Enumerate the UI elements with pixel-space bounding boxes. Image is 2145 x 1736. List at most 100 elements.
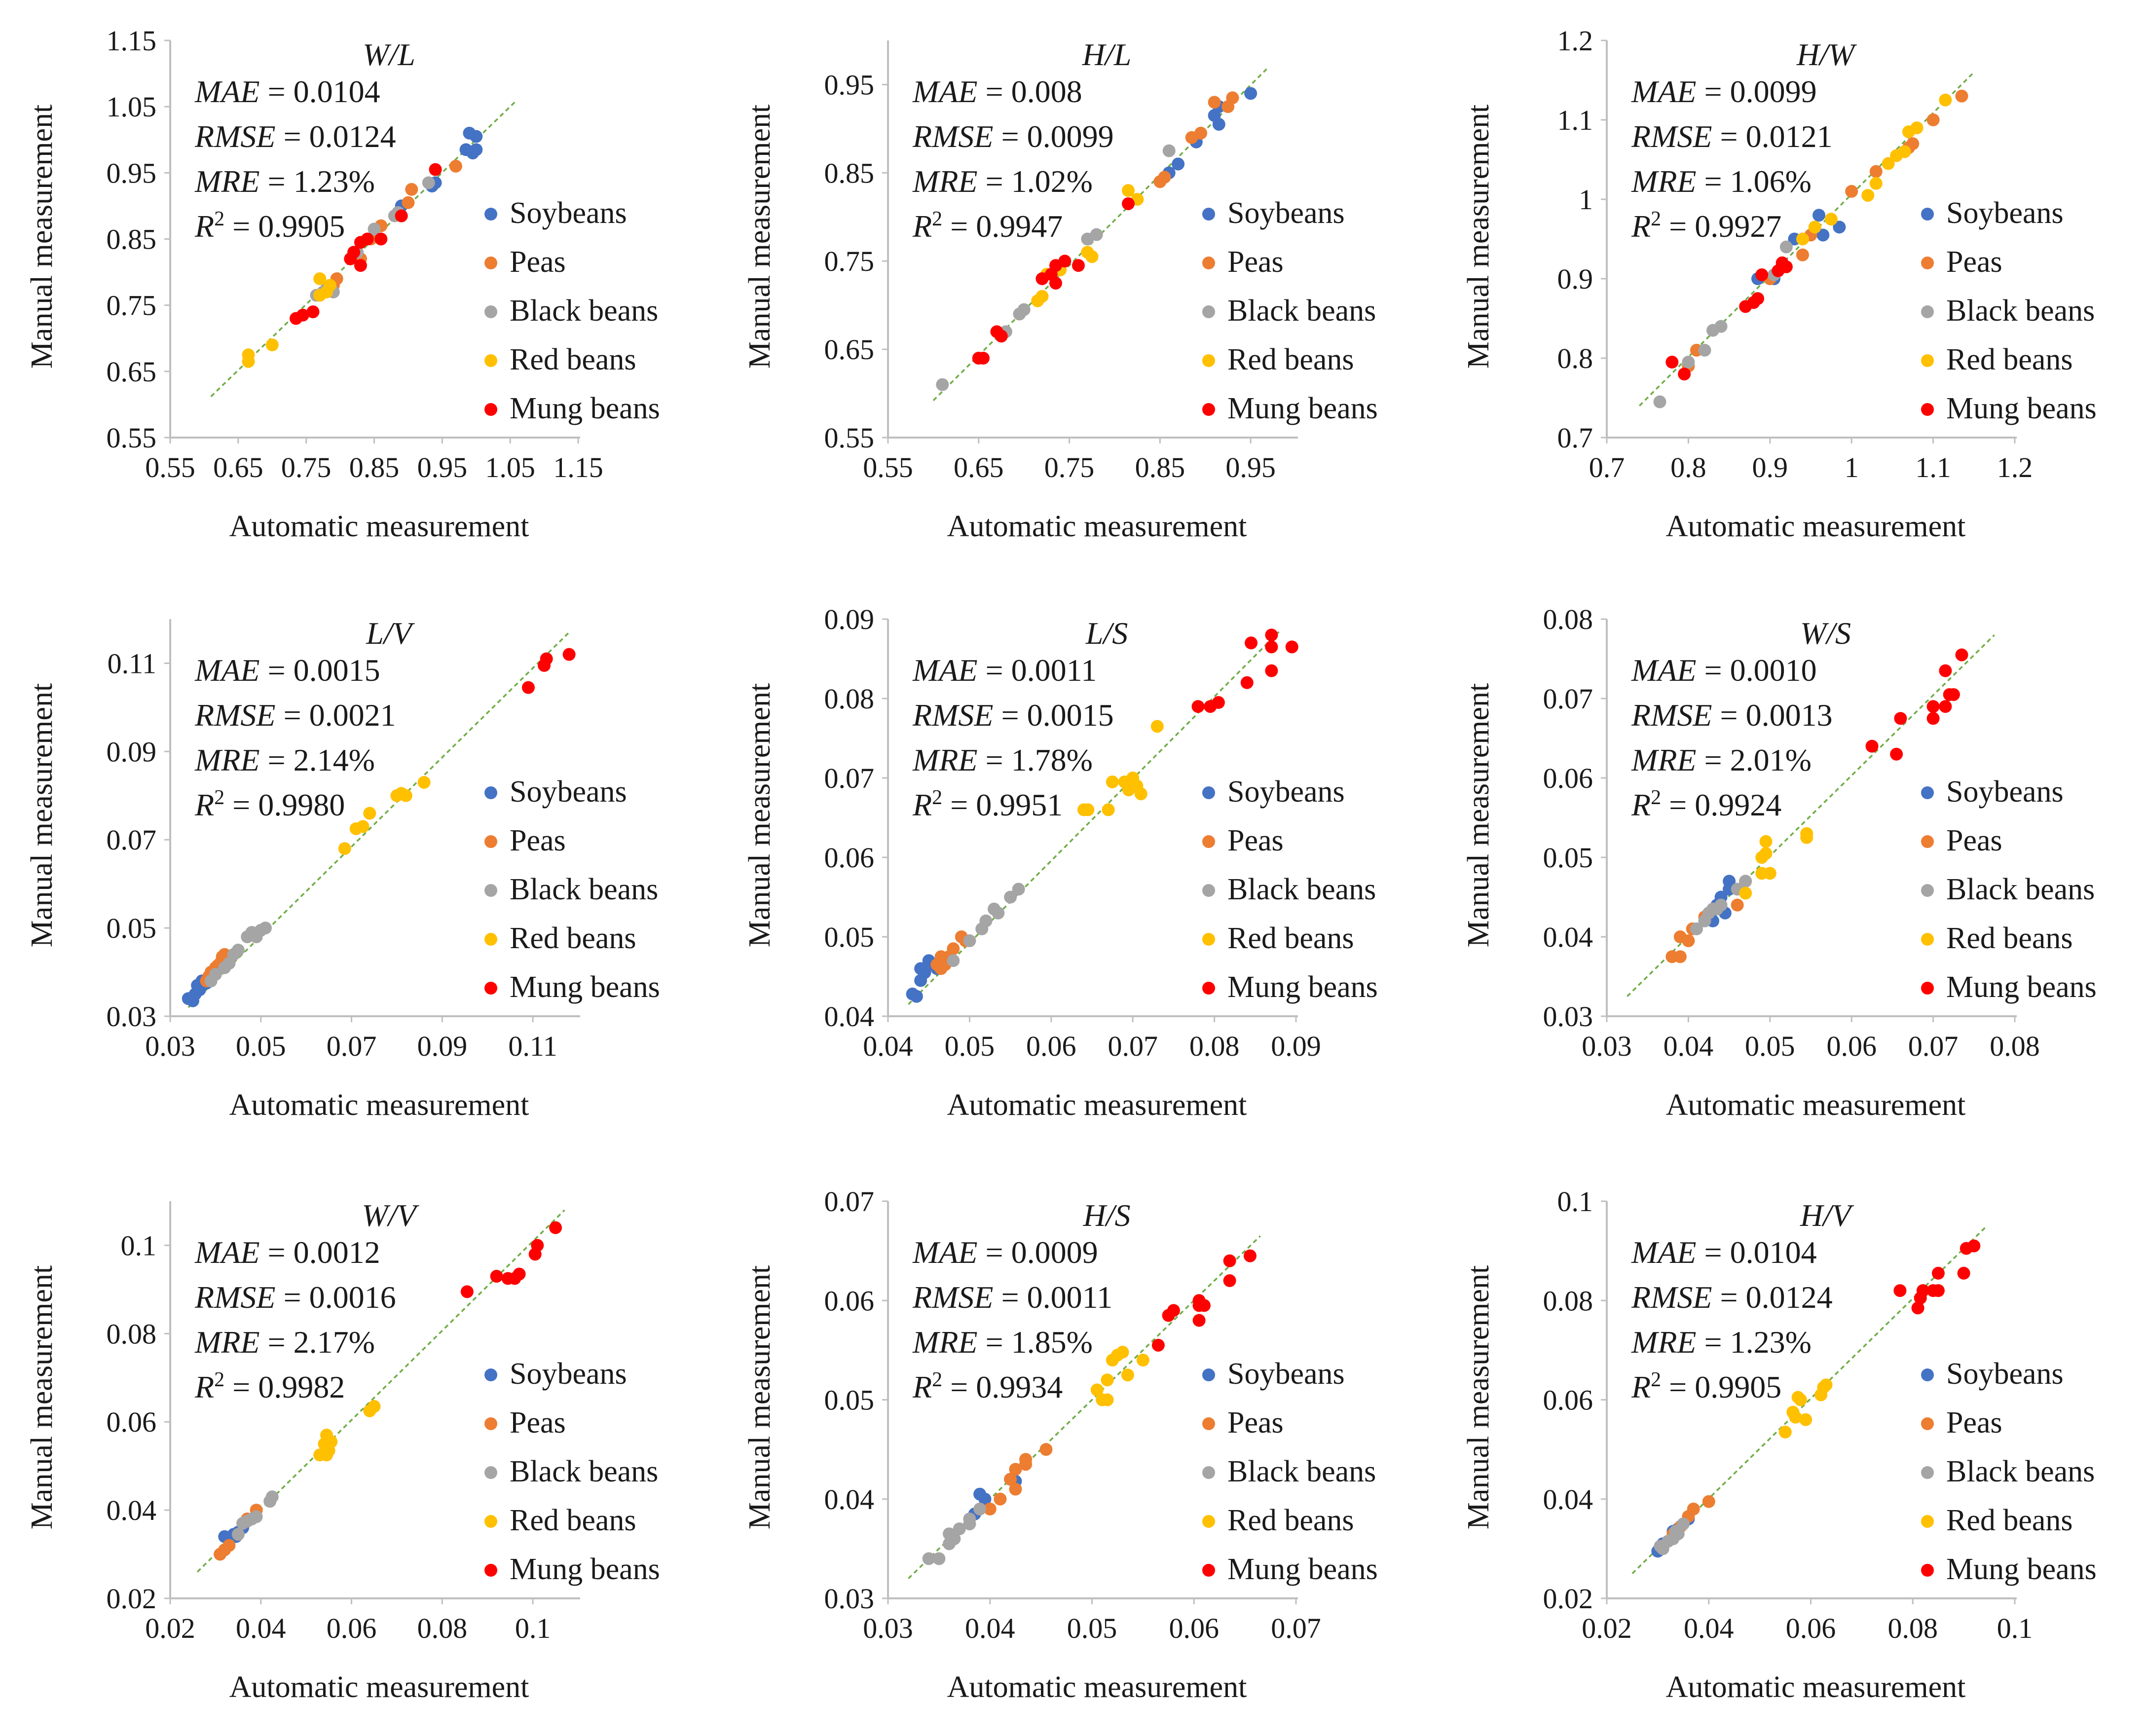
data-point bbox=[1845, 185, 1858, 198]
data-point bbox=[242, 355, 255, 368]
data-point bbox=[562, 648, 576, 661]
data-point bbox=[231, 1528, 245, 1541]
stat-r2: R2 = 0.9982 bbox=[194, 1368, 345, 1404]
legend-label: Black beans bbox=[1946, 1455, 2095, 1488]
data-point bbox=[922, 1552, 935, 1565]
data-point bbox=[1926, 1284, 1940, 1297]
data-point bbox=[313, 272, 327, 285]
chart-title: W/S bbox=[1800, 616, 1851, 651]
data-point bbox=[994, 1492, 1007, 1506]
legend-marker bbox=[484, 835, 497, 848]
data-point bbox=[354, 259, 367, 272]
x-tick-label: 1.1 bbox=[1915, 451, 1951, 483]
legend-label: Soybeans bbox=[1946, 1357, 2064, 1391]
stat-mae: MAE = 0.0104 bbox=[1631, 1235, 1817, 1270]
legend-label: Black beans bbox=[1227, 294, 1376, 328]
y-tick-label: 0.07 bbox=[824, 1185, 875, 1218]
data-point bbox=[1796, 248, 1809, 261]
data-point bbox=[1706, 324, 1720, 337]
y-axis-title: Manual measurement bbox=[1462, 683, 1495, 947]
y-tick-label: 0.06 bbox=[1543, 1384, 1593, 1416]
y-tick-label: 0.08 bbox=[824, 683, 875, 715]
data-point bbox=[1208, 96, 1221, 109]
legend-label: Mung beans bbox=[1946, 392, 2097, 425]
data-point bbox=[1004, 890, 1017, 904]
data-point bbox=[1039, 1443, 1053, 1456]
data-point bbox=[222, 1539, 236, 1552]
data-point bbox=[1682, 934, 1695, 948]
x-axis-title: Automatic measurement bbox=[947, 510, 1247, 543]
legend-label: Red beans bbox=[1227, 922, 1354, 955]
data-point bbox=[1865, 739, 1879, 753]
y-tick-label: 0.04 bbox=[1543, 921, 1593, 953]
stat-value: 0.0104 bbox=[1730, 1235, 1817, 1270]
stat-r2: R2 = 0.9934 bbox=[912, 1368, 1063, 1404]
data-point bbox=[1939, 700, 1952, 713]
data-point bbox=[320, 1448, 333, 1462]
x-axis-title: Automatic measurement bbox=[1666, 1670, 1966, 1704]
x-tick-label: 0.03 bbox=[1582, 1030, 1632, 1062]
x-tick-label: 0.04 bbox=[1684, 1612, 1734, 1644]
legend-marker bbox=[1202, 1417, 1215, 1430]
data-point bbox=[995, 330, 1008, 343]
legend-marker bbox=[1921, 933, 1934, 946]
y-axis-title: Manual measurement bbox=[25, 105, 59, 369]
x-axis-title: Automatic measurement bbox=[1666, 1088, 1966, 1122]
x-tick-label: 0.05 bbox=[945, 1030, 995, 1062]
data-point bbox=[521, 681, 535, 694]
data-point bbox=[313, 289, 327, 302]
data-point bbox=[992, 906, 1005, 920]
y-tick-label: 0.09 bbox=[824, 603, 875, 635]
data-point bbox=[549, 1221, 562, 1234]
x-tick-label: 1.15 bbox=[553, 451, 603, 483]
data-point bbox=[1763, 867, 1776, 880]
legend-marker bbox=[1921, 1466, 1934, 1479]
legend-label: Soybeans bbox=[510, 196, 627, 230]
stat-value: 2.01% bbox=[1730, 742, 1812, 777]
stat-r2: R2 = 0.9905 bbox=[1631, 1368, 1781, 1404]
data-point bbox=[1162, 1309, 1175, 1322]
data-point bbox=[390, 789, 404, 802]
data-point bbox=[1687, 1502, 1700, 1515]
stat-mre: MRE = 1.02% bbox=[912, 164, 1093, 199]
legend-marker bbox=[1921, 354, 1934, 367]
legend-marker bbox=[484, 403, 497, 416]
legend-marker bbox=[1202, 1466, 1215, 1479]
y-tick-label: 0.1 bbox=[121, 1229, 157, 1261]
data-point bbox=[1833, 221, 1846, 234]
data-point bbox=[1265, 664, 1278, 677]
chart-panel-6: 0.03 0.04 0.05 0.06 0.07 0.08 0.03 0.04 0.05 0.06… bbox=[1462, 603, 2097, 1122]
data-point bbox=[1012, 883, 1025, 896]
stat-mae: MAE = 0.0009 bbox=[912, 1235, 1098, 1270]
data-point bbox=[395, 209, 408, 222]
y-tick-label: 0.1 bbox=[1557, 1185, 1593, 1218]
data-point bbox=[1004, 1473, 1017, 1486]
stat-value: 1.23% bbox=[294, 164, 375, 199]
y-tick-label: 0.04 bbox=[1543, 1483, 1593, 1515]
y-tick-label: 0.07 bbox=[824, 762, 875, 794]
data-point bbox=[1243, 1249, 1257, 1262]
y-tick-label: 0.55 bbox=[824, 422, 875, 454]
chart-panel-1: 0.55 0.65 0.75 0.85 0.95 1.05 1.15 0.55 0.65 0.75… bbox=[25, 25, 660, 543]
y-tick-label: 0.95 bbox=[824, 69, 875, 101]
data-point bbox=[1869, 177, 1883, 190]
y-tick-label: 1.05 bbox=[107, 91, 157, 123]
legend-marker bbox=[1921, 835, 1934, 848]
data-point bbox=[1779, 240, 1793, 254]
stat-value: 0.0015 bbox=[294, 653, 380, 688]
chart-title: W/V bbox=[362, 1198, 419, 1233]
data-point bbox=[1265, 628, 1278, 642]
y-axis-title: Manual measurement bbox=[1462, 1265, 1495, 1529]
trend-line bbox=[187, 631, 570, 1008]
data-point bbox=[1772, 264, 1785, 277]
legend-marker bbox=[1202, 1368, 1215, 1381]
data-point bbox=[1731, 898, 1744, 912]
y-axis-title: Manual measurement bbox=[25, 1265, 59, 1529]
data-point bbox=[1162, 144, 1176, 157]
x-axis-title: Automatic measurement bbox=[229, 1670, 529, 1704]
data-point bbox=[1690, 922, 1703, 935]
x-tick-label: 0.55 bbox=[863, 451, 913, 483]
y-tick-label: 1.15 bbox=[107, 25, 157, 57]
data-point bbox=[1955, 648, 1968, 662]
stat-mre: MRE = 1.23% bbox=[194, 164, 375, 199]
